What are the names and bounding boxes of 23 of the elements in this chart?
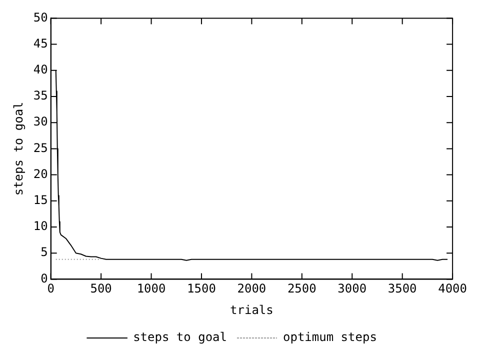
x-axis-title: trials — [230, 302, 274, 317]
y-tick-label: 50 — [33, 10, 48, 24]
x-tick-label: 2000 — [237, 282, 266, 296]
x-tick-label: 3500 — [388, 282, 417, 296]
y-tick-label: 10 — [33, 219, 48, 234]
x-tick-label: 500 — [90, 282, 112, 296]
y-tick-label: 40 — [33, 62, 48, 77]
x-tick-label: 4000 — [438, 282, 468, 296]
y-tick-label: 45 — [33, 36, 48, 50]
legend-label: steps to goal — [133, 330, 227, 344]
legend-label: optimum steps — [283, 330, 377, 344]
y-tick-label: 15 — [33, 193, 48, 208]
x-tick-label: 1500 — [187, 282, 216, 296]
y-tick-label: 35 — [33, 88, 48, 103]
y-tick-label: 25 — [33, 140, 48, 155]
y-axis-title: steps to goal — [11, 102, 26, 196]
x-tick-label: 2500 — [287, 282, 316, 296]
x-tick-label: 1000 — [136, 282, 166, 296]
y-tick-label: 5 — [40, 245, 48, 260]
y-tick-label: 0 — [40, 271, 48, 286]
x-tick-label: 3000 — [338, 282, 367, 296]
y-tick-label: 30 — [33, 114, 48, 129]
y-tick-label: 20 — [33, 166, 48, 181]
